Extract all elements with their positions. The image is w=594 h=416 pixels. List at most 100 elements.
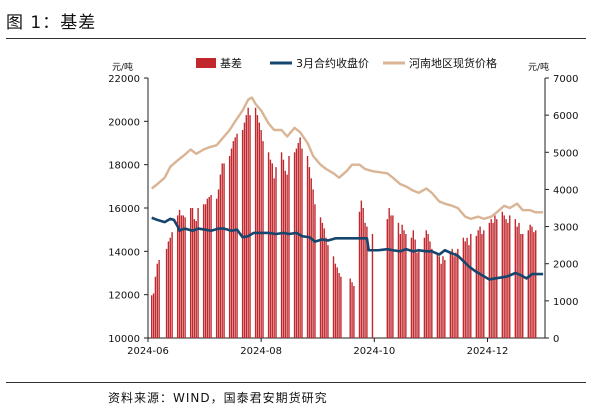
basis-bar bbox=[371, 234, 374, 338]
basis-bar bbox=[423, 237, 426, 338]
basis-bar bbox=[232, 141, 235, 338]
basis-bar bbox=[501, 211, 504, 338]
basis-bar bbox=[310, 178, 312, 338]
basis-bar bbox=[531, 226, 533, 338]
legend-label-spot: 河南地区现货价格 bbox=[409, 56, 497, 70]
basis-bar bbox=[358, 211, 361, 338]
basis-bar bbox=[308, 167, 311, 338]
basis-bar bbox=[505, 219, 507, 338]
basis-bar bbox=[319, 217, 322, 338]
basis-bar bbox=[431, 248, 433, 338]
basis-bar bbox=[312, 189, 314, 338]
right-tick-label: 4000 bbox=[553, 185, 578, 196]
basis-bar bbox=[271, 163, 273, 338]
basis-bar bbox=[442, 256, 444, 338]
basis-bar bbox=[529, 224, 531, 338]
basis-bar bbox=[327, 245, 329, 338]
basis-bar bbox=[269, 159, 272, 338]
basis-bar bbox=[234, 137, 236, 338]
basis-bar bbox=[167, 241, 170, 338]
basis-bar bbox=[215, 198, 218, 338]
basis-bar bbox=[429, 241, 431, 338]
basis-bar bbox=[178, 209, 181, 338]
basis-bar bbox=[483, 230, 485, 338]
legend-swatch-basis bbox=[196, 58, 216, 68]
basis-bar bbox=[388, 208, 390, 338]
basis-bar bbox=[280, 152, 283, 338]
basis-bar bbox=[245, 115, 248, 338]
basis-bar bbox=[362, 208, 364, 338]
left-tick-label: 22000 bbox=[108, 74, 140, 85]
basis-bar bbox=[332, 256, 335, 338]
basis-bar bbox=[390, 215, 392, 338]
basis-bar bbox=[158, 260, 160, 338]
source-note: 资料来源：WIND，国泰君安期货研究 bbox=[108, 391, 328, 405]
chart-legend: 基差 3月合约收盘价 河南地区现货价格 bbox=[196, 56, 497, 70]
basis-bar bbox=[195, 221, 197, 338]
basis-bar bbox=[221, 163, 223, 338]
basis-bar bbox=[351, 282, 353, 338]
basis-bar bbox=[520, 234, 522, 338]
basis-bar bbox=[193, 219, 196, 338]
right-tick-label: 3000 bbox=[553, 223, 578, 234]
basis-bar bbox=[449, 252, 452, 338]
basis-bar bbox=[197, 208, 199, 338]
basis-bar bbox=[282, 159, 285, 338]
basis-bar bbox=[336, 267, 338, 338]
x-tick-label: 2024-08 bbox=[240, 346, 282, 357]
title-divider bbox=[6, 38, 586, 39]
basis-bar bbox=[295, 148, 298, 338]
basis-bar bbox=[427, 234, 429, 338]
basis-bar bbox=[405, 234, 407, 338]
basis-bar bbox=[455, 252, 457, 338]
basis-bar bbox=[217, 189, 220, 338]
basis-bar bbox=[403, 230, 405, 338]
legend-label-futures: 3月合约收盘价 bbox=[296, 56, 369, 70]
basis-bar bbox=[249, 115, 251, 338]
basis-bar bbox=[451, 248, 453, 338]
source-divider bbox=[6, 382, 586, 383]
basis-bar bbox=[228, 156, 231, 338]
basis-bar bbox=[171, 232, 173, 338]
basis-bar bbox=[457, 248, 459, 338]
basis-bar bbox=[481, 234, 483, 338]
basis-bar bbox=[514, 219, 517, 338]
basis-bar bbox=[180, 215, 183, 338]
basis-bar bbox=[262, 141, 264, 338]
basis-bar bbox=[418, 248, 420, 338]
basis-bar bbox=[286, 174, 288, 338]
basis-bar bbox=[275, 167, 277, 338]
x-tick-label: 2024-10 bbox=[353, 346, 395, 357]
right-tick-label: 1000 bbox=[553, 297, 578, 308]
basis-bar bbox=[301, 148, 303, 338]
basis-bar bbox=[494, 215, 496, 338]
basis-bar bbox=[243, 122, 246, 338]
basis-bar bbox=[241, 130, 244, 338]
chart-axes: 10000 12000 14000 16000 18000 20000 22000 0 1000… bbox=[108, 61, 578, 357]
basis-bar bbox=[412, 230, 414, 338]
right-tick-label: 2000 bbox=[553, 260, 578, 271]
right-axis-unit: 元/吨 bbox=[528, 61, 549, 73]
left-tick-label: 10000 bbox=[108, 334, 140, 345]
basis-bars bbox=[151, 107, 537, 339]
basis-bar bbox=[479, 226, 481, 338]
basis-bar bbox=[325, 237, 327, 338]
basis-bar bbox=[165, 248, 168, 338]
basis-bar bbox=[492, 222, 494, 338]
legend-label-basis: 基差 bbox=[220, 56, 242, 70]
basis-bar bbox=[189, 208, 192, 338]
basis-bar bbox=[401, 224, 403, 338]
basis-bar bbox=[219, 174, 222, 338]
futures-close-line bbox=[151, 216, 544, 281]
left-axis-unit: 元/吨 bbox=[112, 61, 133, 73]
basis-bar bbox=[522, 234, 524, 338]
basis-bar bbox=[425, 230, 427, 338]
basis-bar bbox=[444, 260, 446, 338]
basis-bar bbox=[366, 226, 368, 338]
basis-bar bbox=[288, 156, 290, 338]
left-tick-label: 12000 bbox=[108, 291, 140, 302]
left-tick-label: 18000 bbox=[108, 161, 140, 172]
left-tick-label: 16000 bbox=[108, 204, 140, 215]
basis-bar bbox=[284, 170, 286, 338]
basis-bar bbox=[182, 215, 184, 338]
